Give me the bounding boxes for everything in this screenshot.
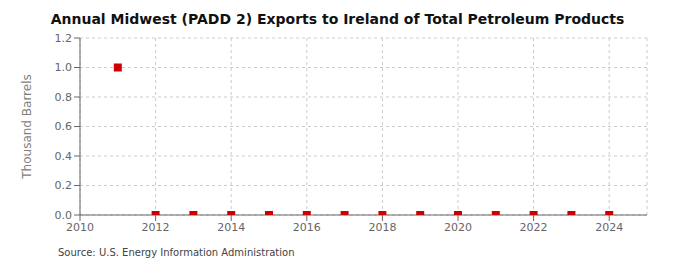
svg-text:0.6: 0.6: [55, 120, 73, 133]
svg-text:1.2: 1.2: [55, 32, 73, 45]
svg-text:2022: 2022: [520, 221, 548, 234]
html-text:Annual Midwest (PADD 2) Export: Annual Midwest (PADD 2) Exports to Irela…: [50, 11, 625, 27]
svg-text:2018: 2018: [368, 221, 396, 234]
html-text:Source: U.S. Energy Informatio: Source: U.S. Energy Information Administ…: [58, 247, 295, 258]
svg-text:2020: 2020: [444, 221, 472, 234]
svg-text:2010: 2010: [66, 221, 94, 234]
svg-text:2016: 2016: [293, 221, 321, 234]
svg-text:0.2: 0.2: [55, 179, 73, 192]
svg-text:0.0: 0.0: [55, 209, 73, 222]
svg-text:0.4: 0.4: [55, 150, 73, 163]
svg-text:0.8: 0.8: [55, 91, 73, 104]
svg-text:2014: 2014: [217, 221, 245, 234]
svg-text:Thousand Barrels: Thousand Barrels: [20, 74, 34, 179]
svg-text:2012: 2012: [142, 221, 170, 234]
svg-text:1.0: 1.0: [55, 61, 73, 74]
svg-text:2024: 2024: [595, 221, 623, 234]
